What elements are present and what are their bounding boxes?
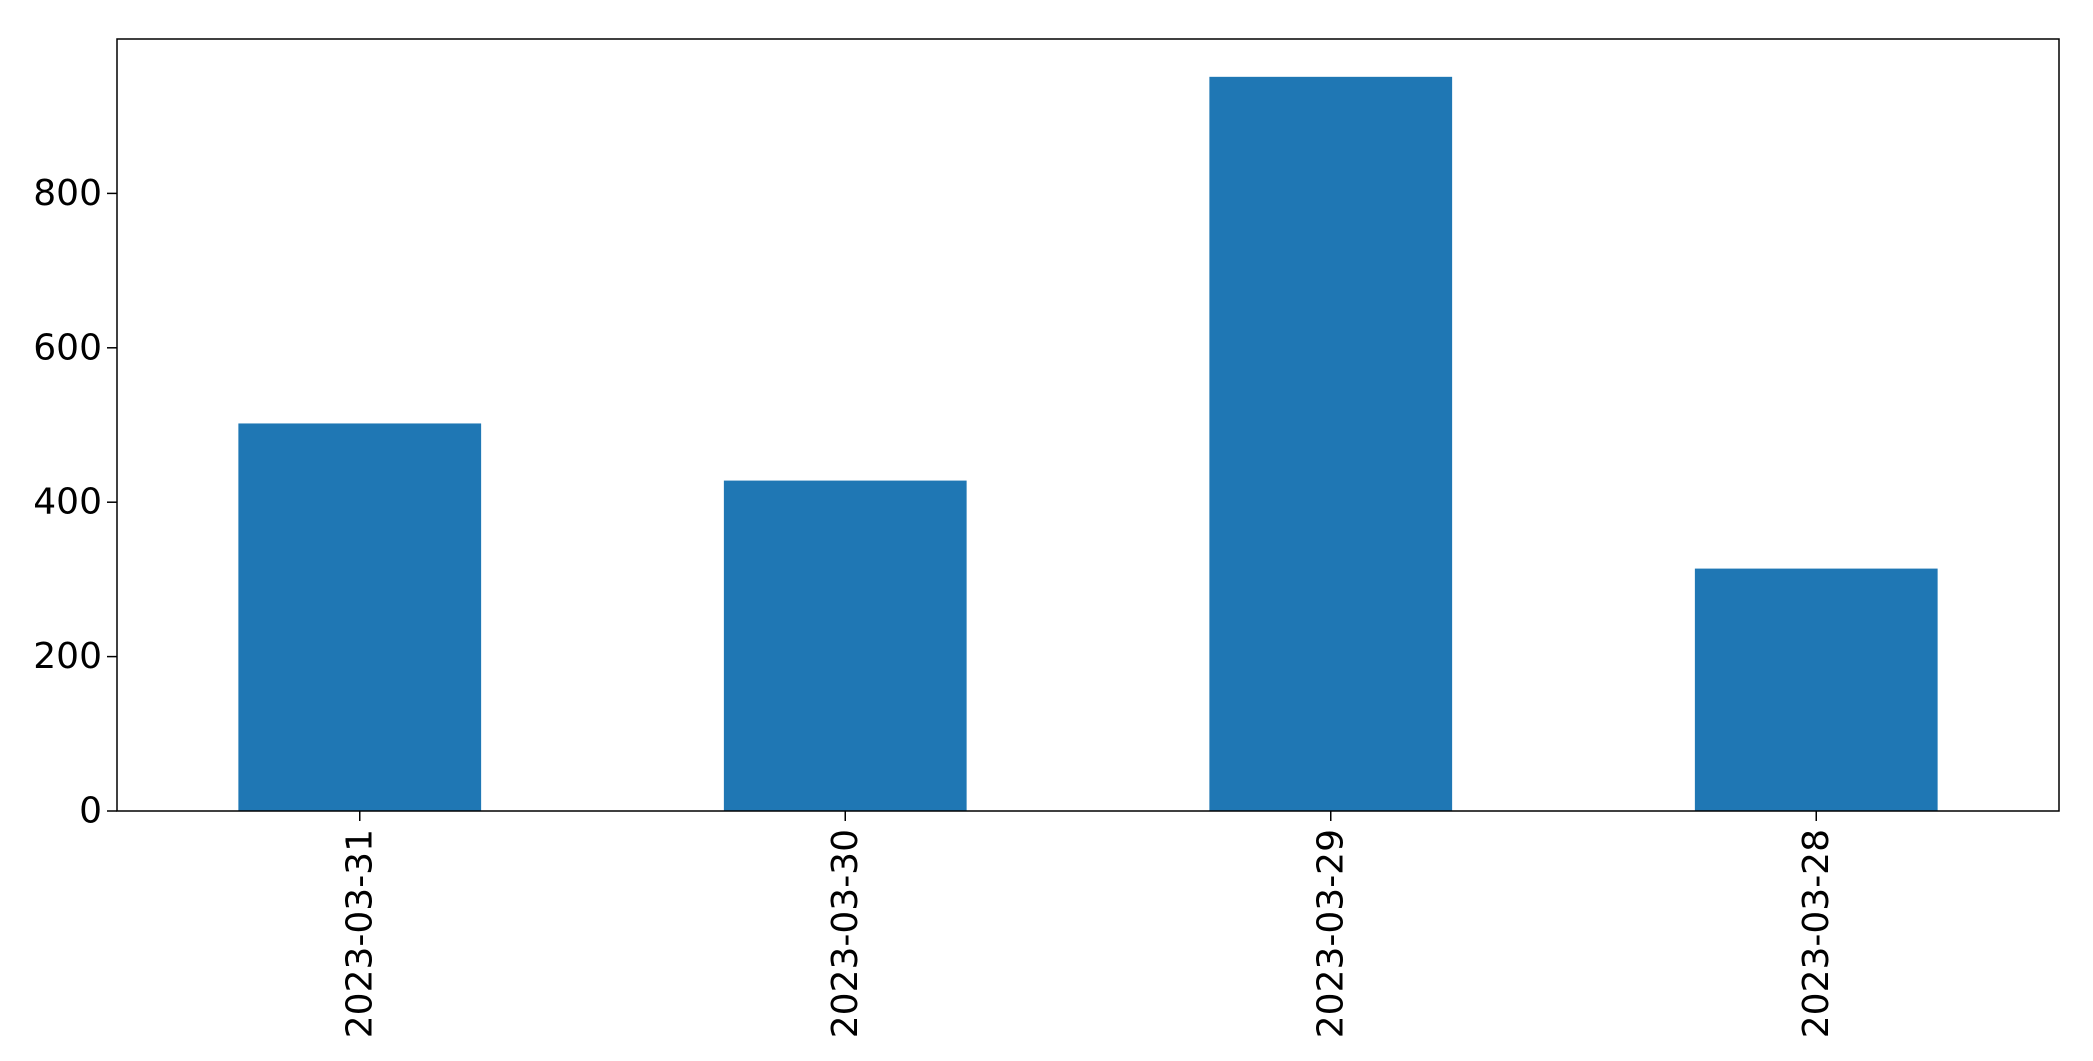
y-tick-label: 0 xyxy=(79,791,102,832)
bars-layer xyxy=(238,76,1938,811)
x-tick-label: 2023-03-30 xyxy=(825,829,866,1038)
bar-2023-03-28 xyxy=(1694,568,1938,811)
bar-2023-03-29 xyxy=(1209,76,1453,811)
y-tick-label: 800 xyxy=(33,173,102,214)
x-tick-label: 2023-03-28 xyxy=(1796,829,1837,1038)
plot-frame xyxy=(116,38,2060,812)
y-tick-label: 400 xyxy=(33,482,102,523)
y-tick-label: 200 xyxy=(33,636,102,677)
y-axis: 0 200 400 600 800 xyxy=(33,173,117,832)
bar-2023-03-30 xyxy=(723,480,967,811)
x-tick-label: 2023-03-31 xyxy=(339,829,380,1038)
x-axis: 2023-03-31 2023-03-30 2023-03-29 2023-03-28 xyxy=(339,811,1837,1038)
y-tick-label: 600 xyxy=(33,327,102,368)
x-tick-label: 2023-03-29 xyxy=(1310,829,1351,1038)
bar-2023-03-31 xyxy=(238,423,482,811)
